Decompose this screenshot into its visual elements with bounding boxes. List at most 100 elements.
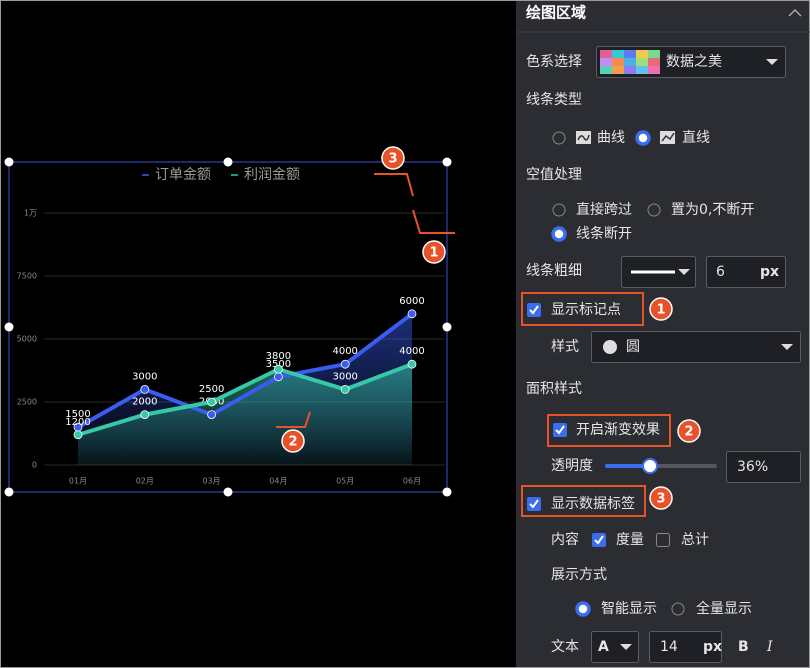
option[interactable]: 显示标记点: [551, 302, 621, 318]
unit: px: [703, 639, 722, 655]
radio-checked[interactable]: [575, 601, 591, 617]
resize-handle[interactable]: [223, 157, 233, 167]
resize-handle[interactable]: [442, 322, 452, 332]
point: [273, 364, 283, 374]
badge: [381, 146, 405, 170]
swatch-cell: [612, 66, 624, 74]
slider-knob[interactable]: [642, 458, 658, 474]
resize-handle[interactable]: [442, 157, 452, 167]
swatch-cell: [648, 58, 660, 66]
radio-checked[interactable]: [635, 130, 651, 146]
icon: [661, 132, 675, 142]
icon: [577, 134, 590, 141]
label: 线条类型: [526, 91, 582, 108]
input[interactable]: [649, 631, 722, 663]
badge: [422, 240, 446, 264]
line: [77, 312, 414, 429]
option[interactable]: 总计: [681, 532, 709, 548]
point: [207, 397, 217, 407]
swatch-cell: [600, 66, 612, 74]
option[interactable]: 直接跨过: [576, 201, 632, 218]
data-label: 1500: [65, 409, 90, 420]
area: [78, 364, 412, 465]
input[interactable]: [726, 451, 801, 483]
input-value: 36%: [737, 459, 768, 475]
y-tick-label: 2500: [17, 398, 37, 407]
resize-handle[interactable]: [223, 487, 233, 497]
swatch-cell: [636, 66, 648, 74]
highlight: [521, 485, 646, 517]
data-label: 3500: [266, 359, 291, 370]
resize-handle[interactable]: [4, 322, 14, 332]
option[interactable]: 显示数据标签: [551, 495, 635, 512]
label: 透明度: [551, 458, 593, 474]
data-label: 6000: [399, 296, 424, 307]
arrow: [620, 644, 632, 650]
line: [77, 362, 413, 437]
data-label: 4000: [332, 346, 357, 357]
data-label: 3800: [266, 351, 291, 362]
point: [73, 430, 83, 440]
badge-text: 3: [656, 492, 665, 507]
radio[interactable]: [647, 203, 661, 217]
badge: [649, 486, 673, 510]
legend-label: 订单金额: [155, 167, 211, 183]
point: [140, 384, 150, 394]
option[interactable]: 曲线: [597, 130, 625, 146]
label: 色系选择: [526, 53, 582, 70]
badge-text: 1: [429, 246, 438, 261]
option[interactable]: 直线: [682, 129, 710, 146]
option[interactable]: 开启渐变效果: [576, 422, 660, 438]
highlight: [547, 414, 671, 447]
italic-button[interactable]: I: [766, 639, 773, 655]
badge-text: 2: [684, 425, 693, 440]
badge-text: 1: [656, 303, 665, 318]
data-label: 3000: [132, 371, 157, 382]
option[interactable]: 度量: [616, 532, 644, 548]
label: 展示方式: [551, 567, 607, 583]
option[interactable]: 线条断开: [576, 225, 632, 242]
resize-handle[interactable]: [4, 157, 14, 167]
handles: [4, 157, 452, 497]
label: 面积样式: [526, 381, 582, 397]
check: [529, 499, 539, 509]
radio-checked[interactable]: [551, 226, 567, 242]
point: [273, 372, 283, 382]
swatch-cell: [636, 58, 648, 66]
dropdown[interactable]: [591, 331, 801, 363]
legend-label: 利润金额: [244, 167, 300, 183]
check: [555, 425, 565, 435]
bold-button[interactable]: B: [738, 639, 749, 655]
dropdown-value: 数据之美: [666, 54, 722, 70]
resize-handle[interactable]: [442, 487, 452, 497]
radio[interactable]: [552, 131, 566, 145]
marker-icon: [603, 340, 617, 354]
badge-text: 2: [288, 435, 297, 450]
badge-text: 3: [388, 152, 397, 167]
check: [529, 305, 539, 315]
input[interactable]: [706, 256, 786, 288]
swatch-cell: [648, 66, 660, 74]
label: 文本: [551, 639, 579, 655]
checkbox[interactable]: [656, 533, 670, 547]
x-tick-label: 03月: [203, 477, 221, 486]
resize-handle[interactable]: [4, 487, 14, 497]
x-tick-label: 04月: [269, 477, 287, 486]
option[interactable]: 智能显示: [601, 601, 657, 617]
radio[interactable]: [671, 602, 685, 616]
y-tick-label: 5000: [17, 335, 37, 344]
annotation-line: [412, 209, 455, 234]
radio[interactable]: [552, 203, 566, 217]
collapse-icon[interactable]: [788, 8, 802, 17]
swatch-cell: [624, 66, 636, 74]
annotation-line: [374, 173, 414, 197]
arrow: [781, 344, 793, 350]
option[interactable]: 全量显示: [696, 600, 752, 617]
dropdown[interactable]: [591, 631, 639, 663]
unit: px: [760, 264, 779, 280]
option[interactable]: 置为0,不断开: [671, 202, 754, 218]
input-value: 14: [660, 639, 678, 655]
point: [407, 309, 417, 319]
x-tick-label: 06月: [403, 477, 421, 486]
